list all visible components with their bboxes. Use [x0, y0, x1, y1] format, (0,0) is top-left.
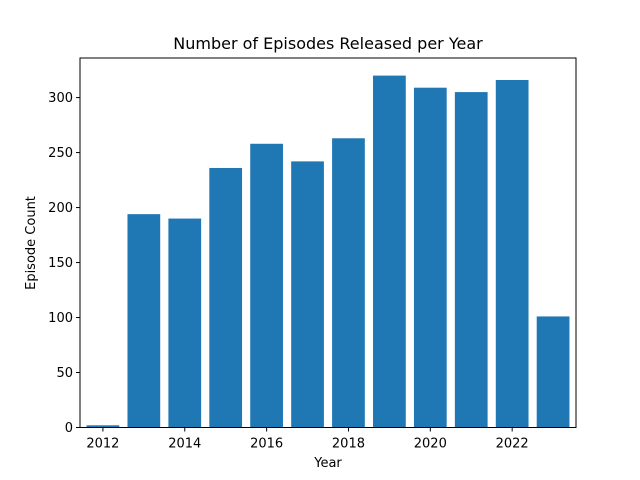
bar-2015 [209, 167, 243, 428]
x-tick-label: 2016 [250, 437, 283, 452]
bars-group [86, 75, 570, 428]
bar-2019 [373, 75, 406, 428]
y-tick-label: 200 [48, 201, 73, 216]
y-tick-label: 150 [48, 256, 73, 271]
x-ticks-group: 2012 2014 2016 2018 2020 2022 [86, 427, 529, 452]
y-tick-label: 50 [56, 366, 73, 381]
bar-2023 [536, 316, 570, 428]
y-tick-label: 250 [48, 146, 73, 161]
bar-2016 [250, 143, 283, 428]
plot-frame [79, 57, 577, 428]
x-axis-label: Year [313, 456, 342, 471]
bar-2018 [332, 138, 365, 428]
x-tick-label: 2012 [86, 437, 119, 452]
y-axis-label: Episode Count [24, 196, 39, 290]
y-tick-label: 300 [48, 91, 73, 106]
x-tick-label: 2014 [168, 437, 201, 452]
bar-2020 [413, 87, 447, 428]
y-tick-label: 100 [48, 311, 73, 326]
x-tick-label: 2018 [332, 437, 365, 452]
bar-2021 [454, 92, 488, 428]
bar-2017 [291, 161, 324, 428]
y-ticks-group: 0 50 100 150 200 250 300 [48, 91, 80, 436]
chart-title: Number of Episodes Released per Year [173, 34, 483, 53]
x-tick-label: 2020 [414, 437, 447, 452]
bar-2012 [86, 425, 120, 428]
y-tick-label: 0 [65, 421, 73, 436]
bar-2022 [495, 79, 529, 428]
bar-2014 [168, 218, 202, 428]
bar-2013 [127, 214, 161, 428]
x-tick-label: 2022 [496, 437, 529, 452]
